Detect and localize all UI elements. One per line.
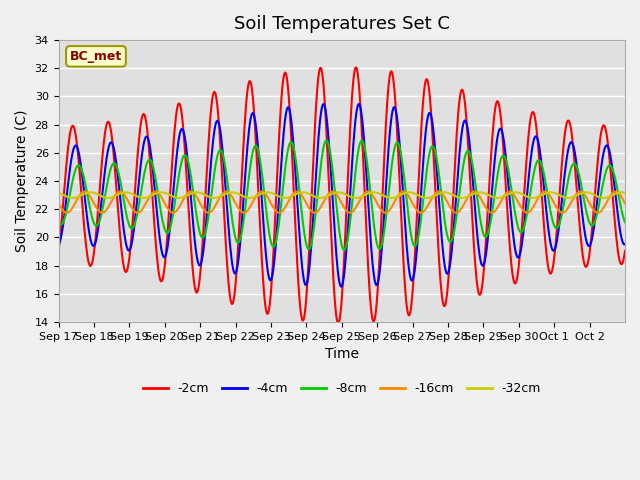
- Title: Soil Temperatures Set C: Soil Temperatures Set C: [234, 15, 450, 33]
- X-axis label: Time: Time: [324, 347, 359, 361]
- Legend: -2cm, -4cm, -8cm, -16cm, -32cm: -2cm, -4cm, -8cm, -16cm, -32cm: [138, 377, 546, 400]
- Text: BC_met: BC_met: [70, 50, 122, 63]
- Y-axis label: Soil Temperature (C): Soil Temperature (C): [15, 110, 29, 252]
